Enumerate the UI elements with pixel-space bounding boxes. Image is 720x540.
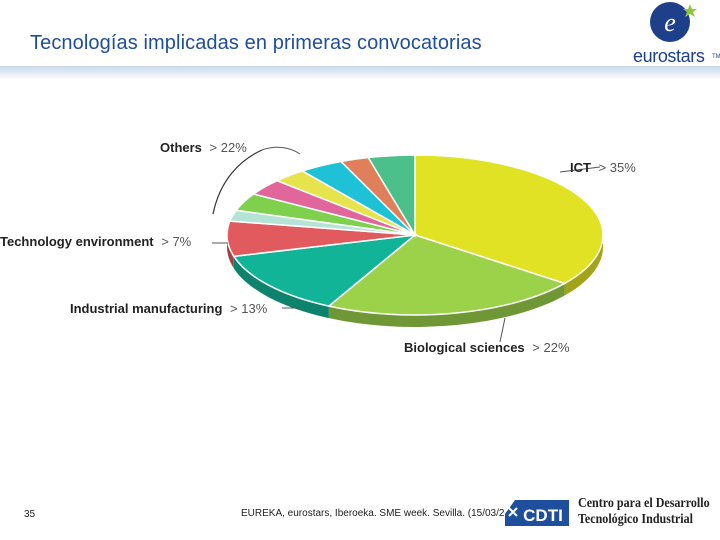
- label-others: Others > 22%: [160, 140, 247, 155]
- leader-ict: [559, 166, 601, 173]
- label-industrial-manufacturing: Industrial manufacturing > 13%: [70, 301, 268, 316]
- label-ict: ICT > 35%: [570, 160, 636, 175]
- pie-slice-biological-sciences: [327, 234, 567, 316]
- pie-slice-industrial-manufacturing-side: [233, 256, 329, 319]
- pie-slice-others-part-7: [366, 154, 416, 238]
- pie-slice-ict-side: [564, 235, 603, 296]
- others-bracket-arc: [212, 149, 263, 215]
- page-number: 35: [24, 509, 36, 520]
- footer-text: EUREKA, eurostars, Iberoeka. SME week. S…: [241, 508, 511, 519]
- cdti-logo-icon: CDTI: [505, 500, 569, 526]
- svg-text:CDTI: CDTI: [523, 506, 563, 525]
- pie-slice-industrial-manufacturing: [232, 233, 418, 307]
- eurostars-logo-text: eurostars: [633, 46, 705, 66]
- cdti-organization-name: Centro para el Desarrollo Tecnológico In…: [578, 496, 710, 527]
- leader-bio: [499, 317, 506, 343]
- page-title: Tecnologías implicadas en primeras convo…: [30, 32, 482, 54]
- pie-slice-biological-sciences-side: [328, 283, 565, 327]
- label-biological-sciences: Biological sciences > 22%: [404, 340, 570, 355]
- label-technology-environment: Technology environment > 7%: [0, 234, 192, 249]
- eurostars-tm-mark: TM: [712, 54, 720, 60]
- pie-slice-ict: [414, 154, 604, 285]
- svg-text:e: e: [664, 8, 676, 37]
- leader-others: [261, 146, 301, 155]
- technology-pie-chart: Others > 22% ICT > 35% Technology enviro…: [0, 140, 636, 355]
- eurostars-logo-icon: e: [650, 2, 697, 42]
- title-underline-band: [0, 66, 720, 80]
